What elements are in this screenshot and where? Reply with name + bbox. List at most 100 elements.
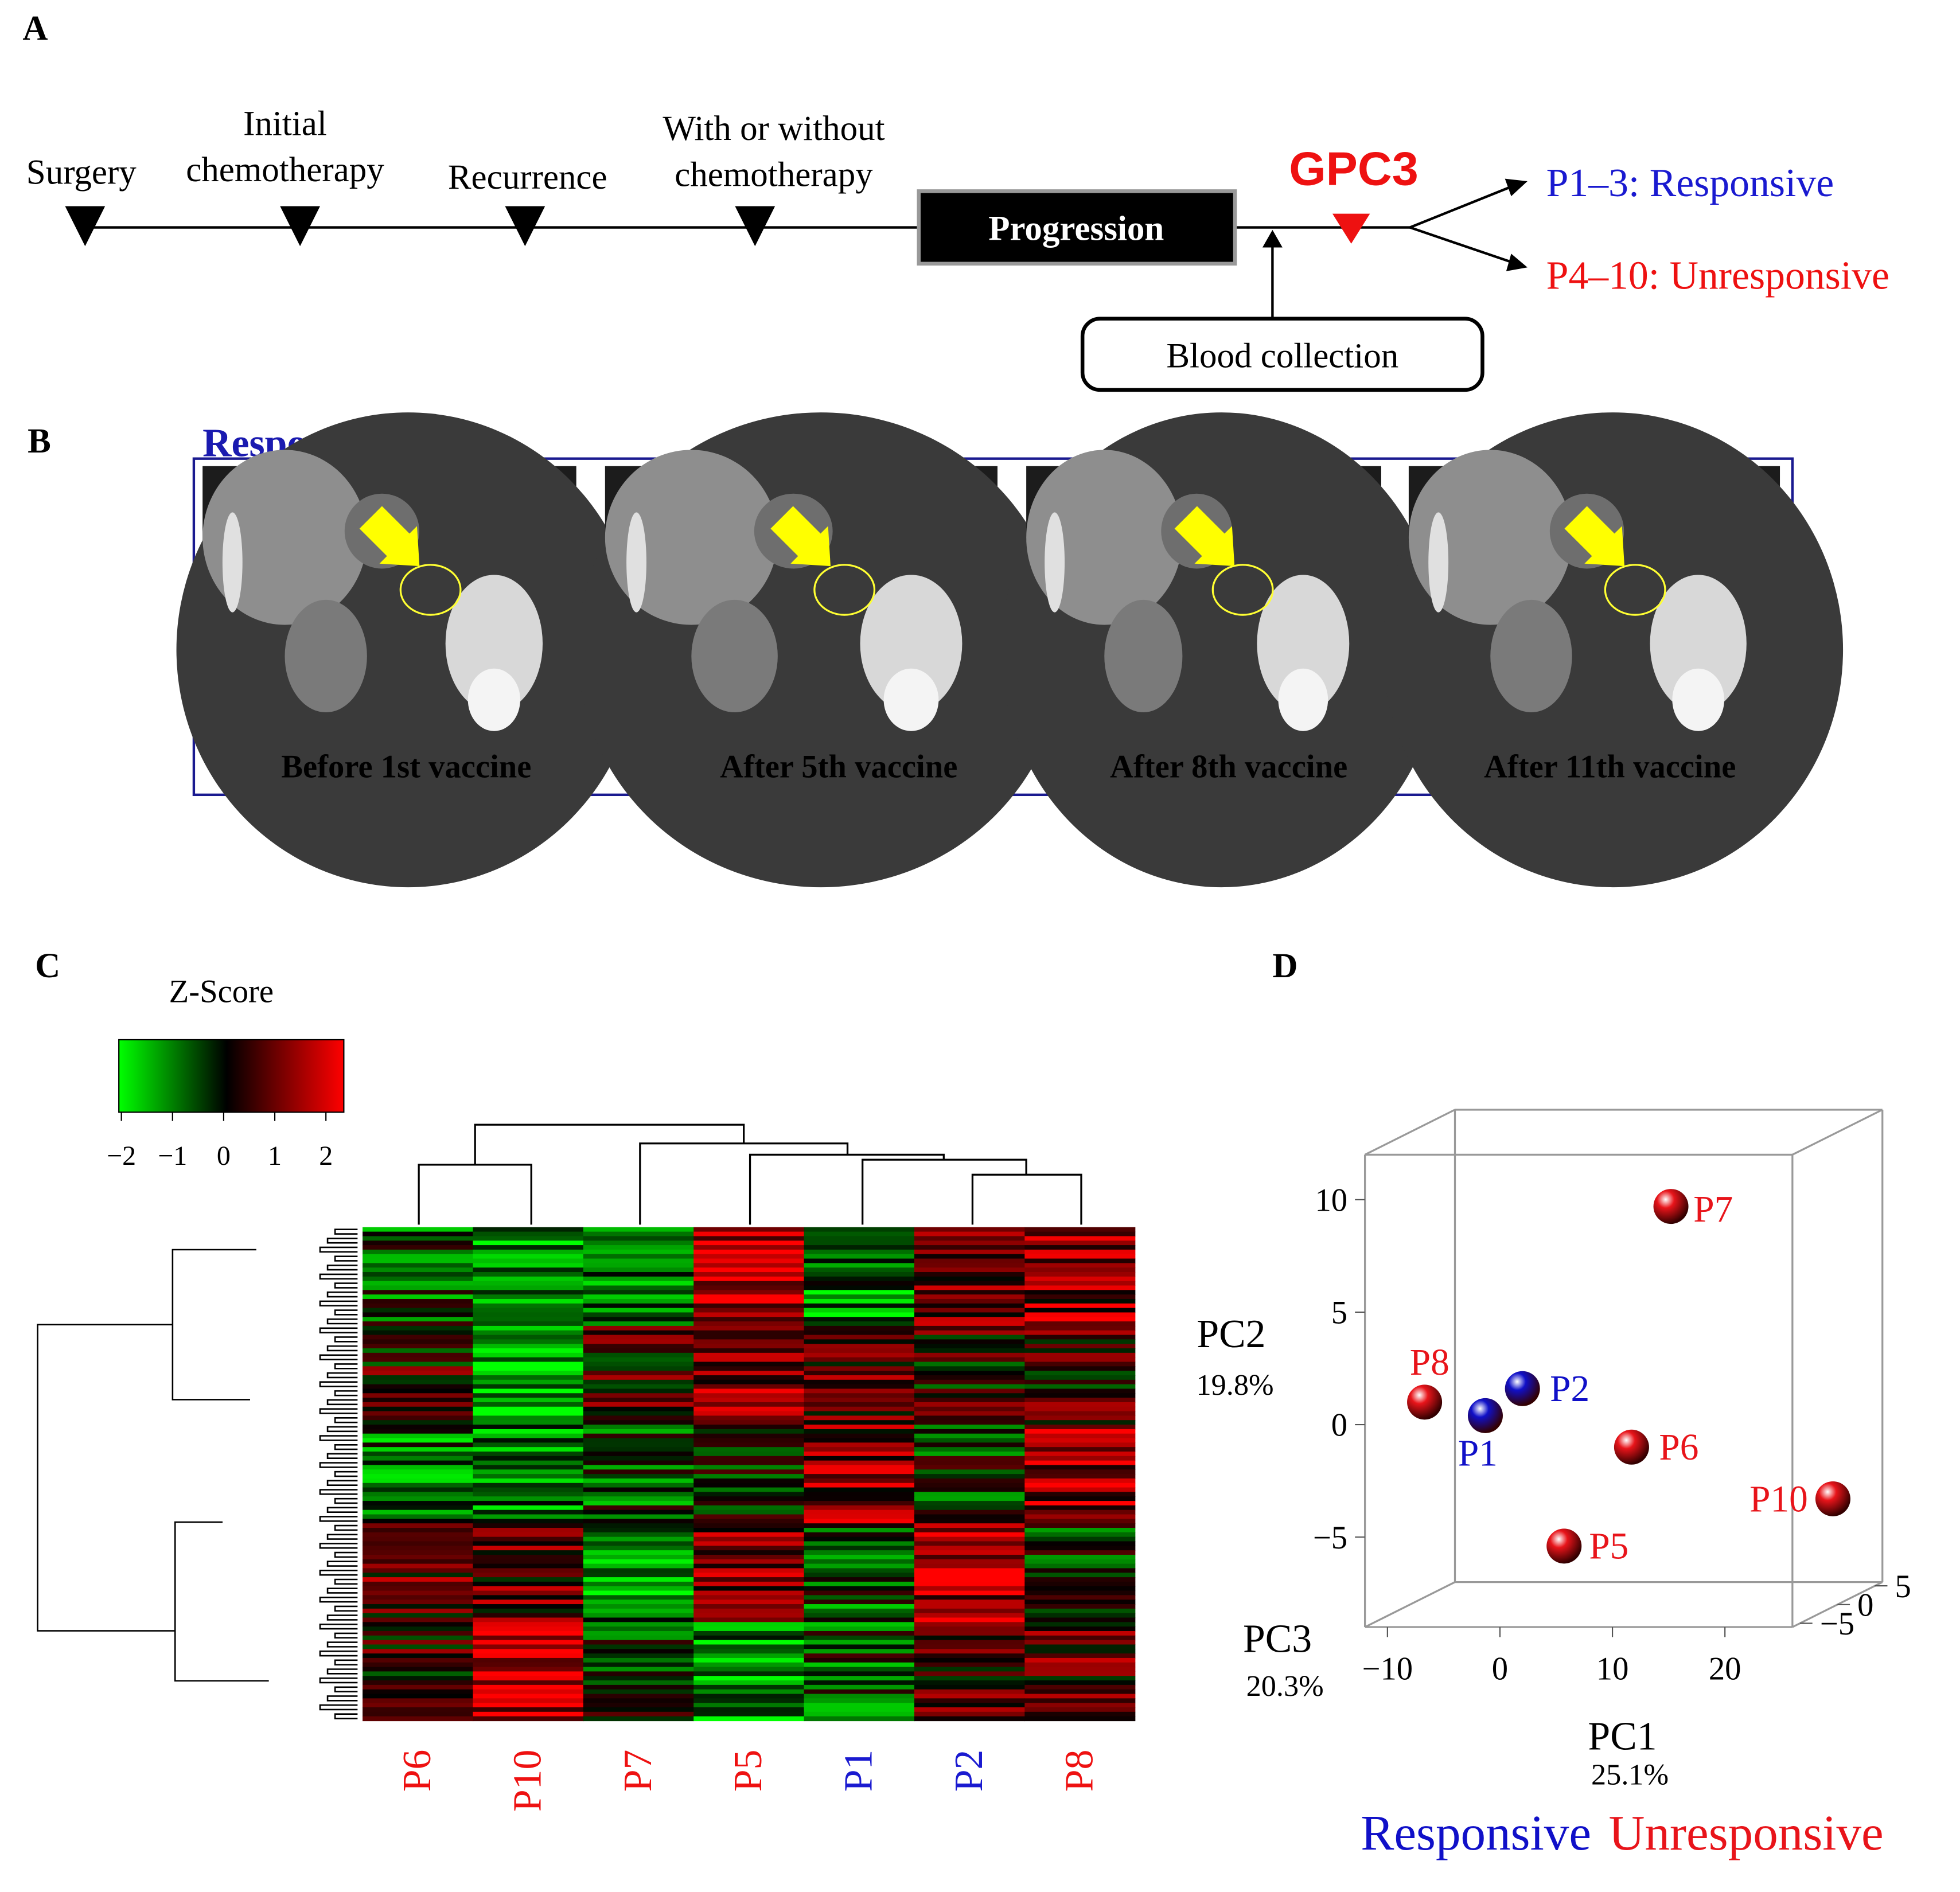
heatmap-cell (804, 1415, 915, 1421)
y-tick-label: 5 (1331, 1296, 1347, 1331)
heatmap-cell (473, 1519, 584, 1524)
x-tick-label: −10 (1362, 1652, 1413, 1687)
heatmap-cell (804, 1707, 915, 1712)
heatmap-cell (693, 1487, 805, 1493)
event-label: Initial (243, 104, 327, 143)
row-branch (319, 1408, 358, 1414)
heatmap-cell (363, 1492, 474, 1497)
heatmap-cell (1024, 1456, 1136, 1461)
heatmap-cell (693, 1290, 805, 1295)
data-point (1653, 1189, 1689, 1224)
row-branch (334, 1551, 358, 1558)
heatmap-cell (363, 1707, 474, 1712)
ct-vertebra (860, 575, 963, 713)
heatmap-cell (804, 1716, 915, 1722)
heatmap-cell (1024, 1528, 1136, 1533)
heatmap-cell (1024, 1608, 1136, 1614)
heatmap-cell (583, 1617, 694, 1622)
heatmap-cell (473, 1258, 584, 1264)
heatmap-cell (363, 1294, 474, 1300)
heatmap-cell (363, 1604, 474, 1609)
heatmap-cell (363, 1388, 474, 1394)
heatmap-cell (804, 1586, 915, 1591)
heatmap-cell (804, 1608, 915, 1614)
heatmap-cell (473, 1630, 584, 1636)
row-branch (319, 1650, 358, 1657)
heatmap-cell (914, 1330, 1025, 1336)
heatmap-cell (1024, 1694, 1136, 1699)
heatmap-cell (473, 1505, 584, 1511)
row-branch (334, 1336, 358, 1343)
heatmap-cell (914, 1393, 1025, 1398)
heatmap-cell (363, 1429, 474, 1434)
heatmap-cell (583, 1711, 694, 1717)
heatmap-cell (804, 1290, 915, 1295)
heatmap-cell (693, 1559, 805, 1565)
point-label: P10 (1749, 1479, 1808, 1520)
heatmap-cell (1024, 1402, 1136, 1407)
heatmap-cell (473, 1379, 584, 1385)
heatmap-cell (363, 1375, 474, 1380)
heatmap-cell (693, 1474, 805, 1479)
heatmap-cell (914, 1362, 1025, 1367)
heatmap-cell (804, 1604, 915, 1609)
heatmap-cell (473, 1442, 584, 1448)
heatmap-cell (583, 1644, 694, 1649)
heatmap-cell (1024, 1406, 1136, 1412)
heatmap-cell (804, 1285, 915, 1290)
heatmap-cell (1024, 1258, 1136, 1264)
heatmap-cell (914, 1532, 1025, 1538)
heatmap-cell (583, 1680, 694, 1686)
heatmap-cell (473, 1559, 584, 1565)
heatmap-cell (363, 1608, 474, 1614)
column-label: P1 (837, 1750, 881, 1792)
heatmap-cell (473, 1496, 584, 1501)
heatmap-cell (693, 1662, 805, 1668)
heatmap-cell (1024, 1249, 1136, 1255)
heatmap-cell (1024, 1523, 1136, 1528)
heatmap-cell (693, 1425, 805, 1430)
heatmap-cell (693, 1371, 805, 1376)
heatmap-cell (693, 1325, 805, 1331)
heatmap-cell (583, 1303, 694, 1309)
heatmap-cell (1024, 1415, 1136, 1421)
heatmap-cell (914, 1398, 1025, 1403)
heatmap-cell (363, 1298, 474, 1304)
heatmap-cell (363, 1406, 474, 1412)
row-branch (319, 1462, 358, 1468)
heatmap-cell (1024, 1438, 1136, 1444)
heatmap-cell (914, 1604, 1025, 1609)
row-branch (319, 1381, 358, 1387)
heatmap-cell (473, 1694, 584, 1699)
heatmap-cell (914, 1465, 1025, 1470)
heatmap-cell (693, 1640, 805, 1645)
heatmap-cell (473, 1568, 584, 1573)
heatmap-cell (804, 1298, 915, 1304)
heatmap-cell (473, 1590, 584, 1596)
heatmap-cell (583, 1429, 694, 1434)
point-label: P8 (1410, 1342, 1449, 1383)
heatmap-cell (473, 1617, 584, 1622)
heatmap-cell (363, 1335, 474, 1340)
heatmap-cell (583, 1662, 694, 1668)
heatmap-cell (804, 1254, 915, 1259)
heatmap-cell (914, 1519, 1025, 1524)
heatmap-cell (1024, 1312, 1136, 1317)
heatmap-cell (473, 1411, 584, 1417)
heatmap-cell (363, 1635, 474, 1641)
heatmap-cell (363, 1478, 474, 1484)
heatmap-cell (583, 1317, 694, 1322)
heatmap-cell (1024, 1630, 1136, 1636)
event-label: Recurrence (448, 158, 607, 197)
heatmap (363, 1227, 1136, 1722)
heatmap-cell (693, 1716, 805, 1722)
heatmap-cell (1024, 1505, 1136, 1511)
heatmap-cell (473, 1532, 584, 1538)
heatmap-cell (804, 1667, 915, 1672)
ct-kidney (285, 599, 367, 713)
heatmap-cell (583, 1501, 694, 1506)
heatmap-cell (583, 1231, 694, 1237)
heatmap-cell (363, 1667, 474, 1672)
image-caption: After 8th vaccine (1110, 749, 1347, 785)
heatmap-cell (583, 1384, 694, 1390)
